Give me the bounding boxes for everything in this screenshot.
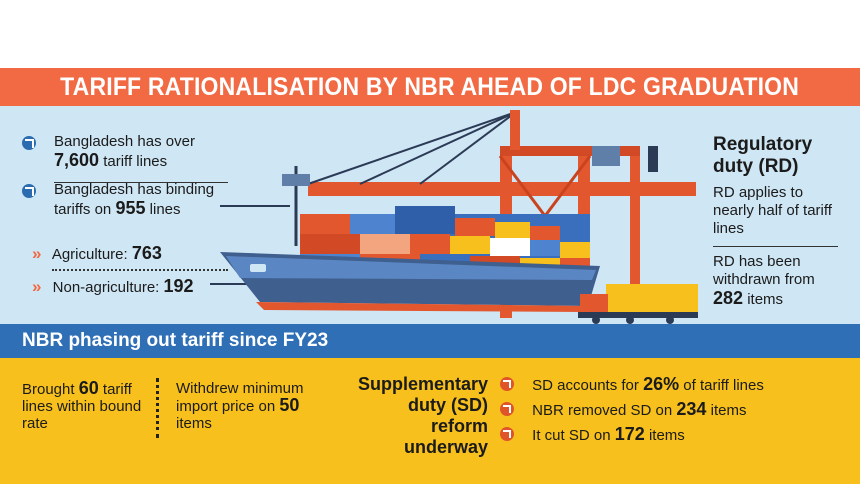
sd-cut-item: It cut SD on 172 items bbox=[500, 424, 685, 445]
minimum-price-value: 50 bbox=[279, 395, 300, 415]
ship-bridge bbox=[282, 174, 310, 186]
sd-removed-item: NBR removed SD on 234 items bbox=[500, 399, 746, 420]
sd-share-item: SD accounts for 26% of tariff lines bbox=[500, 374, 764, 395]
sd-cut-value: 172 bbox=[614, 424, 645, 444]
phase-out-title: NBR phasing out tariff since FY23 bbox=[22, 330, 329, 351]
dotted-divider bbox=[156, 378, 159, 438]
binding-tariffs-value: 955 bbox=[115, 198, 146, 218]
reform-panel bbox=[0, 358, 860, 484]
truck-cab bbox=[580, 294, 608, 312]
tariff-lines-facts: Bangladesh has over 7,600 tariff lines B… bbox=[22, 133, 232, 219]
title-banner: TARIFF RATIONALISATION BY NBR AHEAD OF L… bbox=[0, 68, 860, 106]
sd-share-value: 26% bbox=[643, 374, 680, 394]
agriculture-value: 763 bbox=[131, 243, 162, 263]
rd-coverage-text: RD applies to nearly half of tariff line… bbox=[713, 184, 832, 237]
sd-removed-value: 234 bbox=[676, 399, 707, 419]
regulatory-duty-panel: Regulatory duty (RD) RD applies to nearl… bbox=[713, 134, 848, 309]
chevron-right-icon: » bbox=[32, 277, 42, 296]
arrow-bullet-icon bbox=[22, 184, 36, 198]
dotted-divider bbox=[52, 269, 228, 271]
minimum-price-fact: Withdrew minimum import price on 50 item… bbox=[176, 380, 304, 432]
divider bbox=[713, 246, 838, 247]
arrow-bullet-icon bbox=[500, 402, 514, 416]
arrow-bullet-icon bbox=[22, 136, 36, 150]
bound-rate-fact: Brought 60 tariff lines within bound rat… bbox=[22, 378, 142, 432]
rd-heading: Regulatory duty (RD) bbox=[713, 134, 813, 177]
chevron-right-icon: » bbox=[32, 244, 42, 263]
bound-rate-value: 60 bbox=[78, 378, 99, 398]
fact-text: Bangladesh has binding tariffs on 955 li… bbox=[54, 181, 215, 218]
ship-crane-illustration bbox=[210, 110, 698, 324]
total-tariff-lines-value: 7,600 bbox=[54, 150, 100, 170]
arrow-bullet-icon bbox=[500, 377, 514, 391]
arrow-bullet-icon bbox=[500, 427, 514, 441]
divider bbox=[54, 182, 228, 183]
agriculture-row: » Agriculture: 763 bbox=[32, 243, 162, 263]
fact-text: Bangladesh has over 7,600 tariff lines bbox=[54, 133, 195, 170]
page-title: TARIFF RATIONALISATION BY NBR AHEAD OF L… bbox=[60, 72, 800, 101]
crane-cabin bbox=[592, 146, 620, 166]
crane-leg bbox=[630, 146, 640, 318]
phase-out-band: NBR phasing out tariff since FY23 bbox=[0, 324, 860, 358]
crane-top-beam bbox=[500, 146, 640, 156]
rd-withdrawn-text: RD has been withdrawn from 282 items bbox=[713, 253, 815, 308]
non-agriculture-row: » Non-agriculture: 192 bbox=[32, 276, 194, 296]
crane-mast bbox=[510, 110, 520, 150]
rd-withdrawn-value: 282 bbox=[713, 288, 744, 308]
sd-heading: Supplementary duty (SD) reform underway bbox=[357, 374, 488, 457]
fact-total-tariff-lines: Bangladesh has over 7,600 tariff lines bbox=[22, 133, 232, 171]
fact-binding-tariffs: Bangladesh has binding tariffs on 955 li… bbox=[22, 181, 232, 219]
crane-boom bbox=[308, 182, 696, 196]
truck-container bbox=[606, 284, 698, 312]
non-agriculture-value: 192 bbox=[163, 276, 194, 296]
